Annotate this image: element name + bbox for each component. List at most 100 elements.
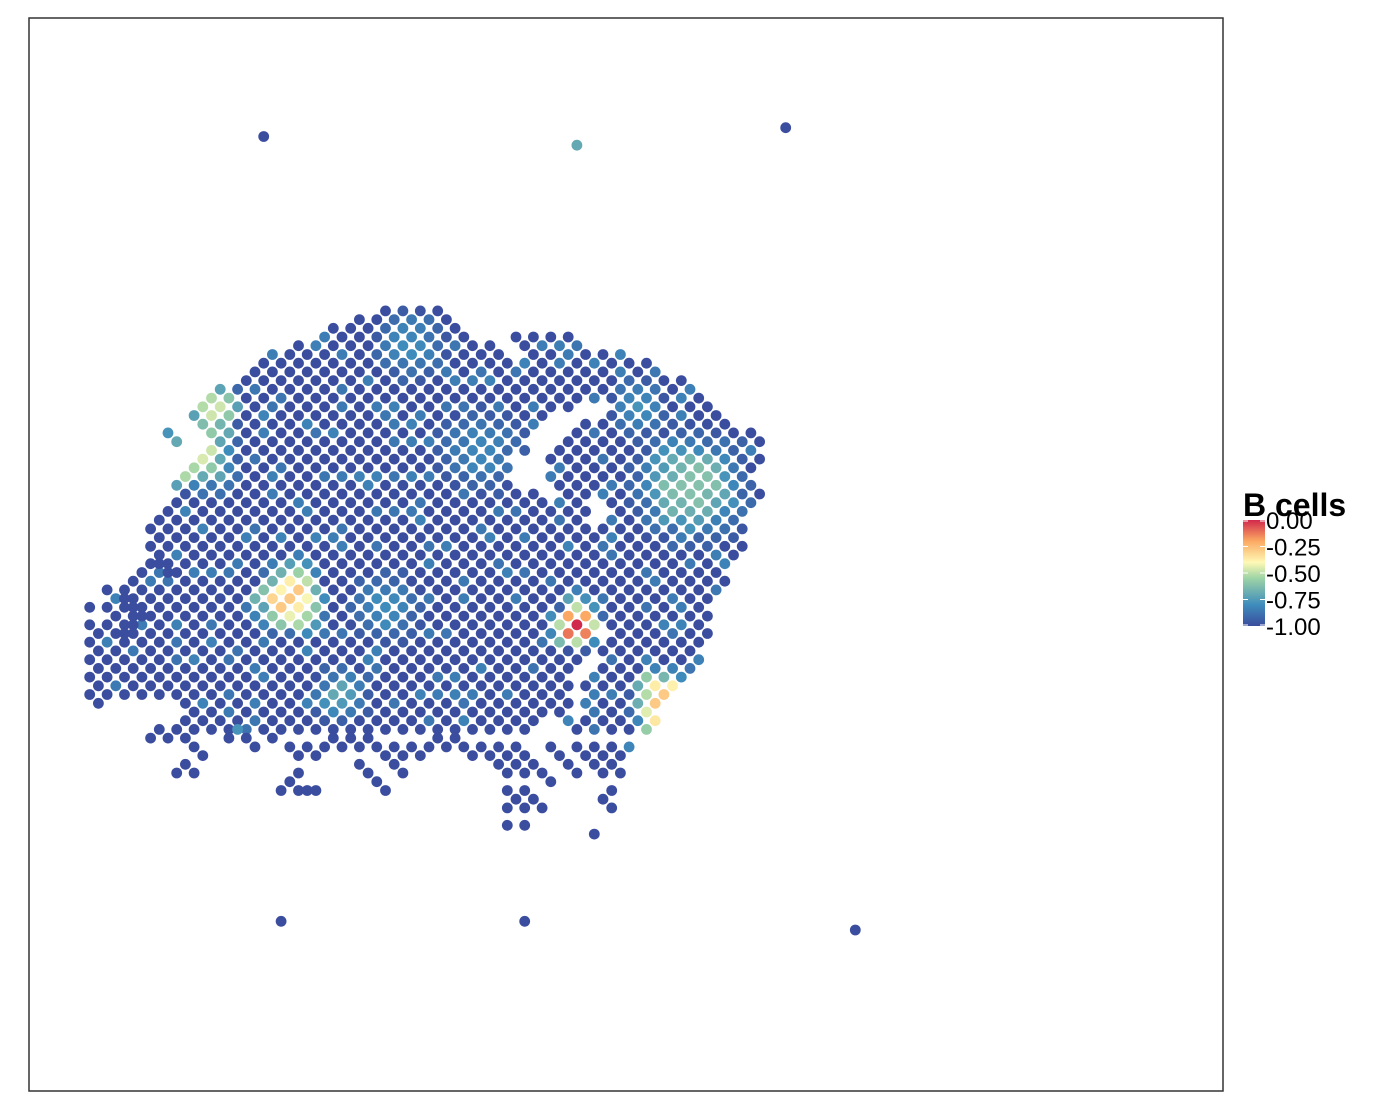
spot bbox=[484, 689, 496, 700]
spot bbox=[467, 619, 478, 631]
spot bbox=[371, 663, 383, 674]
spot bbox=[449, 654, 461, 666]
spot bbox=[536, 497, 548, 509]
spot bbox=[345, 392, 357, 404]
spot bbox=[171, 767, 183, 779]
spot bbox=[519, 427, 531, 439]
spot bbox=[232, 488, 244, 500]
spot bbox=[536, 689, 548, 700]
spot bbox=[623, 584, 635, 596]
spot bbox=[119, 636, 130, 648]
spot bbox=[284, 453, 296, 465]
spot bbox=[197, 628, 209, 639]
spot bbox=[371, 471, 383, 482]
spot bbox=[162, 732, 174, 744]
spot bbox=[501, 479, 513, 491]
spot bbox=[284, 383, 296, 395]
spot bbox=[240, 636, 252, 648]
spot bbox=[562, 628, 574, 639]
spot bbox=[310, 654, 322, 666]
spot bbox=[702, 418, 713, 430]
spot bbox=[649, 401, 661, 413]
spot bbox=[310, 549, 322, 561]
spot bbox=[284, 680, 296, 692]
spot bbox=[336, 488, 348, 500]
spot bbox=[327, 410, 339, 421]
spot bbox=[388, 453, 400, 465]
spot bbox=[554, 567, 565, 578]
spot bbox=[641, 706, 652, 718]
spot bbox=[319, 558, 330, 570]
spot bbox=[362, 392, 374, 404]
spot bbox=[362, 410, 374, 421]
spot bbox=[693, 427, 705, 439]
spot bbox=[232, 593, 244, 604]
spot bbox=[710, 497, 722, 509]
spot bbox=[597, 523, 609, 535]
spot bbox=[284, 628, 296, 639]
spot bbox=[223, 479, 235, 491]
spot bbox=[197, 401, 209, 413]
spot bbox=[423, 436, 435, 448]
spot bbox=[684, 488, 696, 500]
spot bbox=[319, 488, 330, 500]
spot bbox=[380, 584, 391, 596]
spot bbox=[397, 671, 409, 683]
spot bbox=[232, 575, 244, 587]
spot bbox=[606, 514, 618, 526]
spot bbox=[354, 645, 365, 657]
spot bbox=[362, 462, 374, 474]
spot bbox=[275, 724, 287, 735]
spot bbox=[606, 392, 618, 404]
spot bbox=[623, 549, 635, 561]
spot bbox=[449, 689, 461, 700]
spot bbox=[180, 663, 191, 674]
spot bbox=[301, 715, 313, 727]
spot bbox=[632, 523, 644, 535]
spot bbox=[493, 523, 504, 535]
spot bbox=[458, 575, 470, 587]
spot bbox=[180, 575, 191, 587]
spot bbox=[484, 724, 496, 735]
spot bbox=[119, 619, 130, 631]
spot bbox=[362, 671, 374, 683]
spot bbox=[693, 462, 705, 474]
spot bbox=[354, 628, 365, 639]
spot bbox=[597, 715, 609, 727]
spot bbox=[545, 540, 557, 552]
spot bbox=[719, 575, 731, 587]
spot bbox=[180, 558, 191, 570]
spot bbox=[275, 654, 287, 666]
spot bbox=[345, 322, 357, 334]
spot bbox=[293, 636, 304, 648]
spot bbox=[206, 497, 217, 509]
spot bbox=[397, 497, 409, 509]
spot bbox=[275, 392, 287, 404]
spot bbox=[127, 680, 139, 692]
spot bbox=[641, 567, 652, 578]
spot bbox=[362, 514, 374, 526]
spot bbox=[623, 497, 635, 509]
spot bbox=[275, 479, 287, 491]
spot bbox=[432, 305, 444, 317]
spot bbox=[258, 532, 270, 543]
spot bbox=[623, 532, 635, 543]
spot bbox=[136, 671, 148, 683]
spot bbox=[354, 418, 365, 430]
spot bbox=[388, 758, 400, 770]
spot bbox=[580, 418, 591, 430]
spot bbox=[458, 506, 470, 517]
spot bbox=[528, 715, 539, 727]
spot bbox=[171, 514, 183, 526]
spot bbox=[562, 680, 574, 692]
spot bbox=[180, 758, 191, 770]
spot bbox=[536, 654, 548, 666]
spot bbox=[267, 697, 278, 709]
spot bbox=[354, 523, 365, 535]
spot bbox=[458, 401, 470, 413]
spots-layer bbox=[84, 122, 861, 936]
spot bbox=[380, 750, 391, 761]
spot bbox=[702, 506, 713, 517]
spot bbox=[301, 383, 313, 395]
